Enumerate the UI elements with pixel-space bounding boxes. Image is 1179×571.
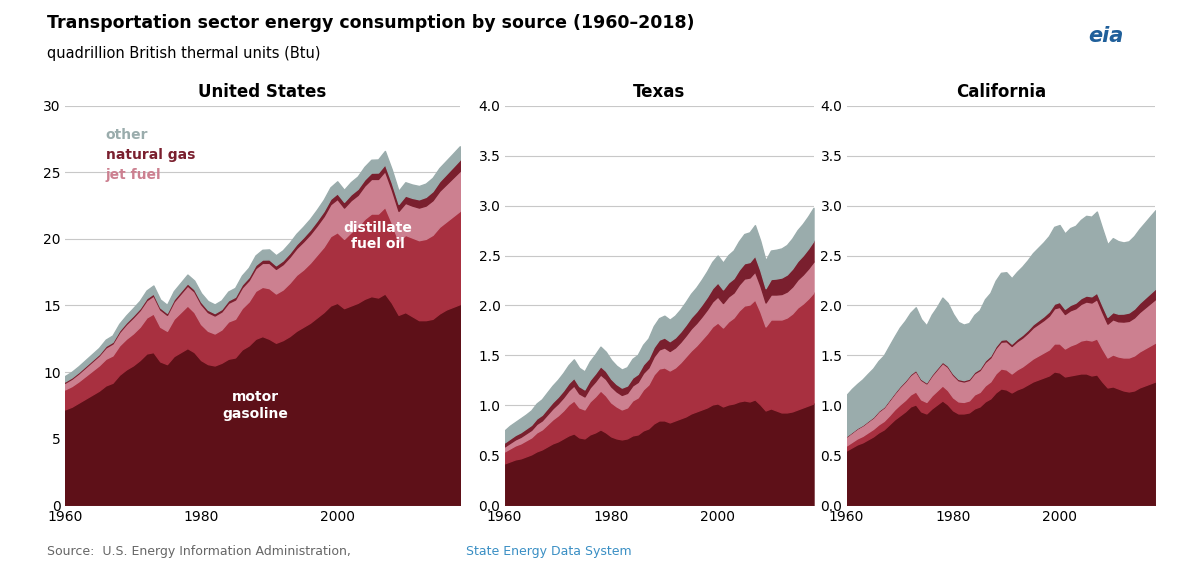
Text: distillate
fuel oil: distillate fuel oil [343, 221, 413, 251]
Text: jet fuel: jet fuel [106, 168, 162, 182]
Text: Transportation sector energy consumption by source (1960–2018): Transportation sector energy consumption… [47, 14, 694, 33]
Text: natural gas: natural gas [106, 148, 195, 162]
Title: United States: United States [198, 83, 327, 101]
Text: motor
gasoline: motor gasoline [223, 391, 289, 420]
Text: quadrillion British thermal units (Btu): quadrillion British thermal units (Btu) [47, 46, 321, 61]
Title: California: California [956, 83, 1046, 101]
Text: other: other [106, 128, 149, 142]
Text: State Energy Data System: State Energy Data System [466, 545, 631, 558]
Title: Texas: Texas [633, 83, 685, 101]
Text: eia: eia [1088, 26, 1124, 46]
Text: Source:  U.S. Energy Information Administration,: Source: U.S. Energy Information Administ… [47, 545, 355, 558]
